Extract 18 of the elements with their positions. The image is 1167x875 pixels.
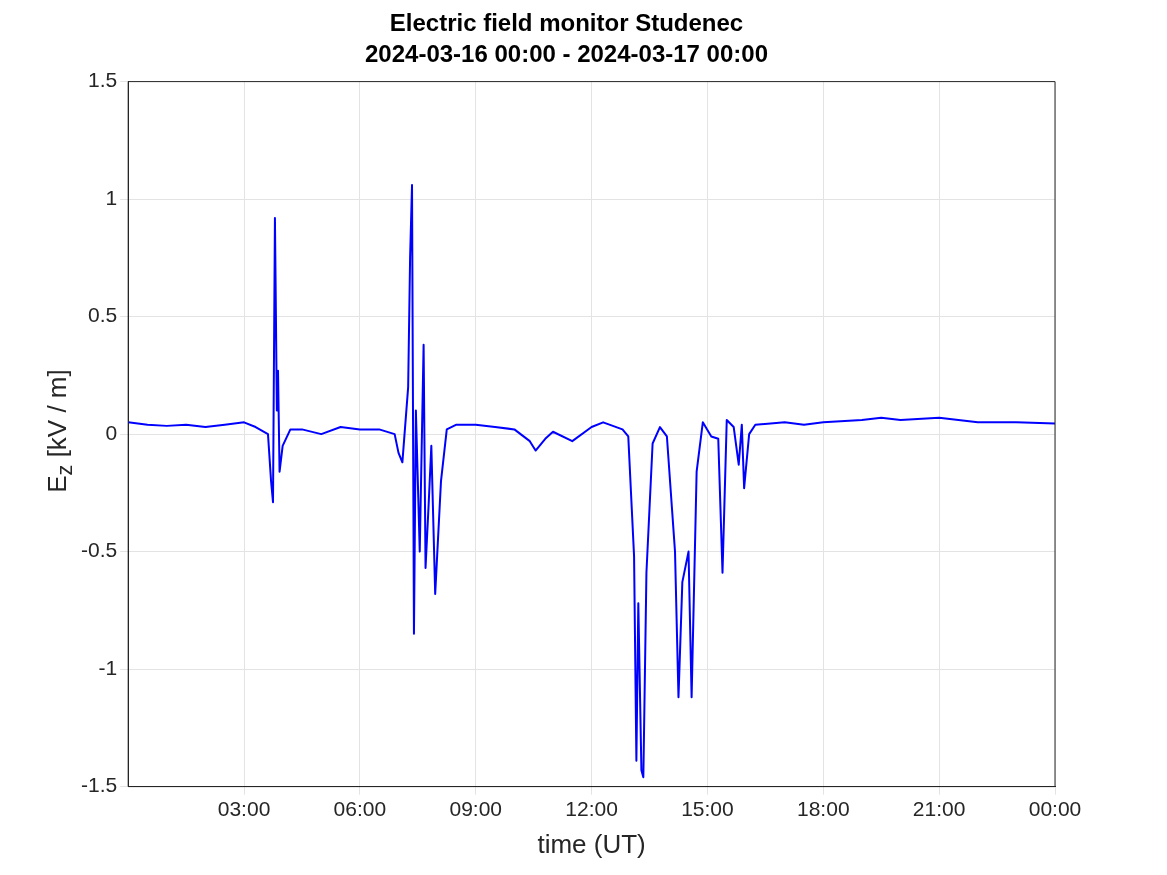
x-tick-label: 15:00 [681,797,734,820]
chart-subtitle: 2024-03-16 00:00 - 2024-03-17 00:00 [365,39,768,67]
y-tick-label: 1.5 [87,68,118,92]
y-tick-label: -0.5 [81,538,118,562]
x-tick-label: 06:00 [333,797,387,820]
x-tick-label: 03:00 [217,797,271,820]
x-tick-label: 21:00 [912,797,966,820]
x-tick-label: 12:00 [565,797,618,820]
x-tick-label: 18:00 [797,797,850,820]
y-tick-label: -1 [98,655,118,679]
x-tick-label: 09:00 [449,797,503,820]
y-tick-label: 0 [105,420,118,444]
y-tick-label: 0.5 [87,303,118,327]
y-tick-label: -1.5 [81,773,118,797]
chart-title: Electric field monitor Studenec [389,9,744,37]
y-tick-label: 1 [105,185,118,209]
x-axis-title: time (UT) [537,828,646,859]
x-tick-label: 00:00 [1028,797,1082,820]
